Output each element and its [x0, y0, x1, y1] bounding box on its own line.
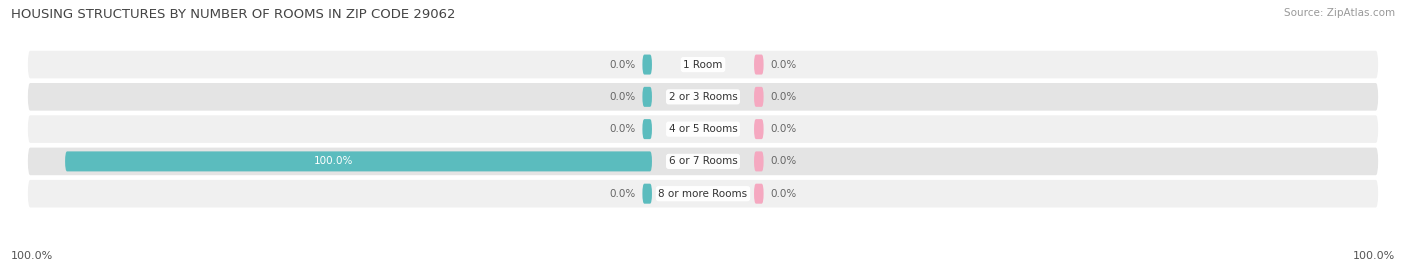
Text: 0.0%: 0.0%	[770, 124, 796, 134]
Text: 0.0%: 0.0%	[610, 92, 636, 102]
FancyBboxPatch shape	[643, 184, 652, 204]
Text: HOUSING STRUCTURES BY NUMBER OF ROOMS IN ZIP CODE 29062: HOUSING STRUCTURES BY NUMBER OF ROOMS IN…	[11, 8, 456, 21]
FancyBboxPatch shape	[754, 55, 763, 75]
Text: 100.0%: 100.0%	[314, 156, 353, 167]
FancyBboxPatch shape	[65, 151, 652, 171]
FancyBboxPatch shape	[27, 147, 1379, 176]
Text: 0.0%: 0.0%	[610, 59, 636, 70]
Text: 0.0%: 0.0%	[610, 189, 636, 199]
Text: 1 Room: 1 Room	[683, 59, 723, 70]
FancyBboxPatch shape	[754, 184, 763, 204]
FancyBboxPatch shape	[27, 114, 1379, 144]
Text: 0.0%: 0.0%	[770, 92, 796, 102]
Text: 6 or 7 Rooms: 6 or 7 Rooms	[669, 156, 737, 167]
Text: 100.0%: 100.0%	[11, 251, 53, 261]
FancyBboxPatch shape	[27, 50, 1379, 79]
Text: 0.0%: 0.0%	[770, 59, 796, 70]
Text: 8 or more Rooms: 8 or more Rooms	[658, 189, 748, 199]
FancyBboxPatch shape	[643, 55, 652, 75]
FancyBboxPatch shape	[754, 119, 763, 139]
Text: 0.0%: 0.0%	[770, 156, 796, 167]
FancyBboxPatch shape	[27, 82, 1379, 112]
FancyBboxPatch shape	[27, 179, 1379, 208]
Text: 0.0%: 0.0%	[770, 189, 796, 199]
FancyBboxPatch shape	[754, 87, 763, 107]
FancyBboxPatch shape	[643, 119, 652, 139]
Legend: Owner-occupied, Renter-occupied: Owner-occupied, Renter-occupied	[576, 268, 830, 269]
Text: 2 or 3 Rooms: 2 or 3 Rooms	[669, 92, 737, 102]
Text: 4 or 5 Rooms: 4 or 5 Rooms	[669, 124, 737, 134]
Text: 0.0%: 0.0%	[610, 124, 636, 134]
Text: 100.0%: 100.0%	[1353, 251, 1395, 261]
FancyBboxPatch shape	[754, 151, 763, 171]
FancyBboxPatch shape	[643, 87, 652, 107]
Text: Source: ZipAtlas.com: Source: ZipAtlas.com	[1284, 8, 1395, 18]
